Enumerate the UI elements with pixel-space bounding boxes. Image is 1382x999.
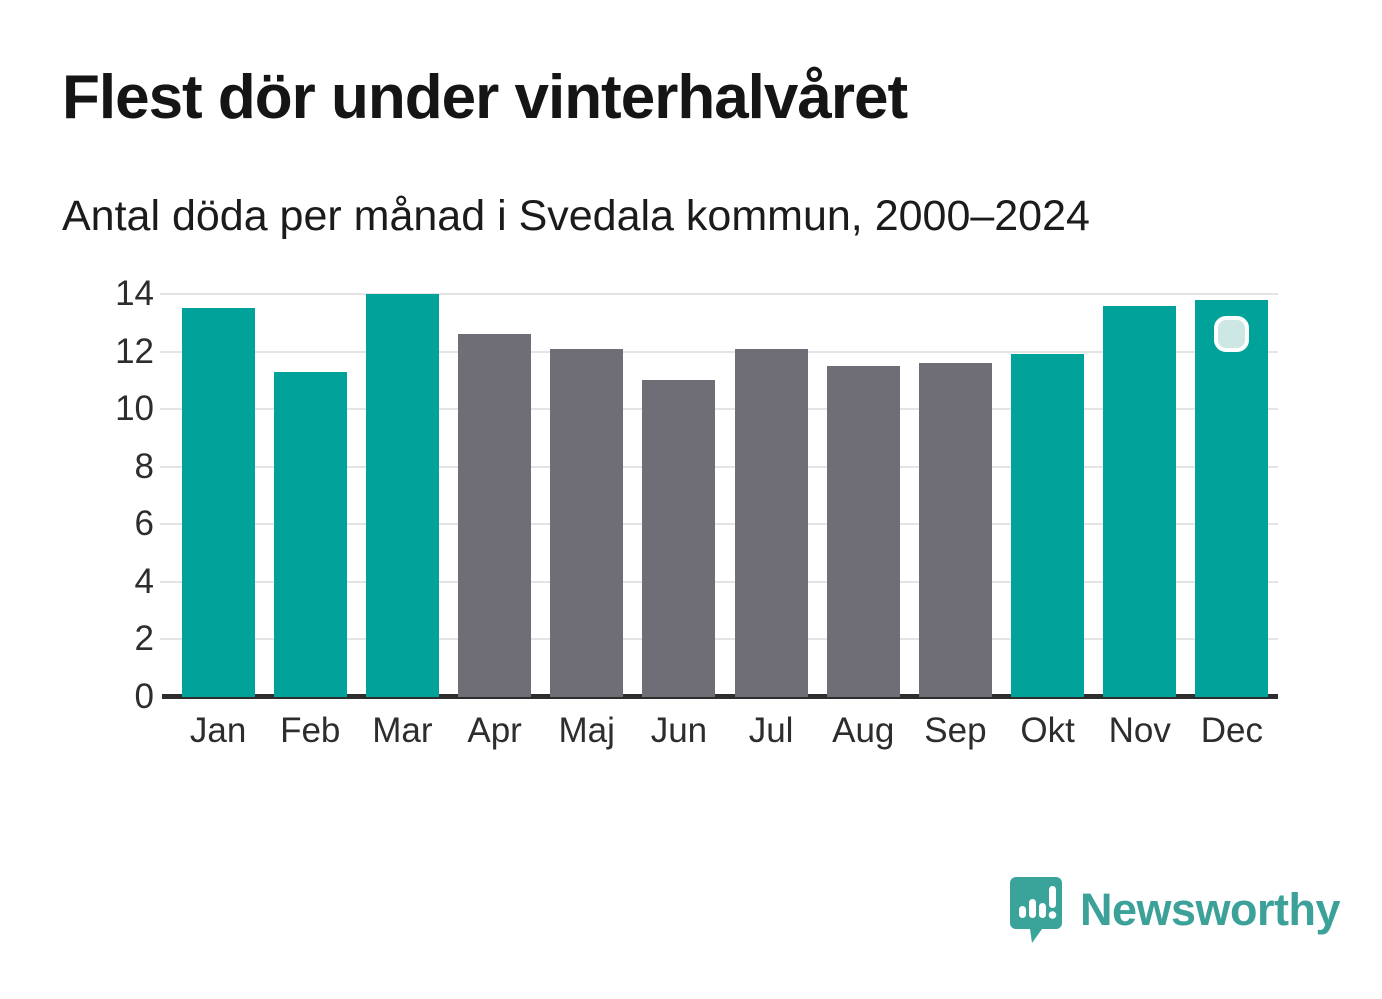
bar-sep [918,363,992,697]
x-axis-tick-label-aug: Aug [832,711,895,750]
bar-jul [734,348,808,697]
gridline-y12 [160,350,1278,353]
chart-subtitle: Antal döda per månad i Svedala kommun, 2… [62,192,1090,240]
gridline-y2 [160,638,1278,641]
bar-jun [642,380,716,697]
x-axis-tick-label-dec: Dec [1200,711,1264,750]
newsworthy-logo-icon [1010,877,1062,943]
x-axis-line [162,694,1278,699]
x-axis-tick-label-nov: Nov [1108,711,1171,750]
bar-apr [458,334,532,697]
gridline-y4 [160,580,1278,583]
page-title: Flest dör under vinterhalvåret [62,63,908,132]
x-axis-tick-label-feb: Feb [280,711,341,750]
y-axis-tick-label: 10 [115,389,154,429]
gridline-y14 [160,293,1278,295]
y-axis-tick-label: 14 [115,274,154,313]
bar-feb [273,371,347,697]
newsworthy-logo: Newsworthy [1008,872,1341,948]
x-axis-tick-label-mar: Mar [372,711,433,750]
bar-aug [826,365,900,697]
y-axis-tick-label: 0 [134,677,154,716]
y-axis-tick-label: 2 [134,619,154,659]
x-axis-tick-label-maj: Maj [558,711,615,750]
x-axis-tick-label-jan: Jan [189,711,247,750]
bar-dec [1195,299,1269,697]
x-axis-tick-label-sep: Sep [924,711,987,750]
x-axis-tick-label-apr: Apr [467,711,522,750]
bar-mar [365,294,439,697]
y-axis-tick-label: 8 [134,446,154,486]
gridline-y10 [160,408,1278,411]
gridline-y6 [160,523,1278,526]
bar-jan [181,308,255,697]
x-axis-tick-label-jul: Jul [748,711,794,750]
y-axis-tick-label: 12 [115,331,154,371]
newsworthy-logo-text: Newsworthy [1080,884,1341,935]
highlight-marker [1214,315,1250,352]
y-axis-tick-label: 4 [134,561,154,601]
x-axis-tick-label-jun: Jun [650,711,708,750]
gridline-y8 [160,465,1278,468]
y-axis-tick-label: 6 [134,504,154,544]
bar-nov [1103,305,1177,697]
plot-area: 0 2 4 6 8 10 12 14 Jan Feb Mar Apr Maj Jun Jul Aug Sep Ok… [115,274,1278,750]
x-axis-tick-label-okt: Okt [1020,711,1075,750]
bar-okt [1011,354,1085,697]
bar-maj [550,348,624,697]
